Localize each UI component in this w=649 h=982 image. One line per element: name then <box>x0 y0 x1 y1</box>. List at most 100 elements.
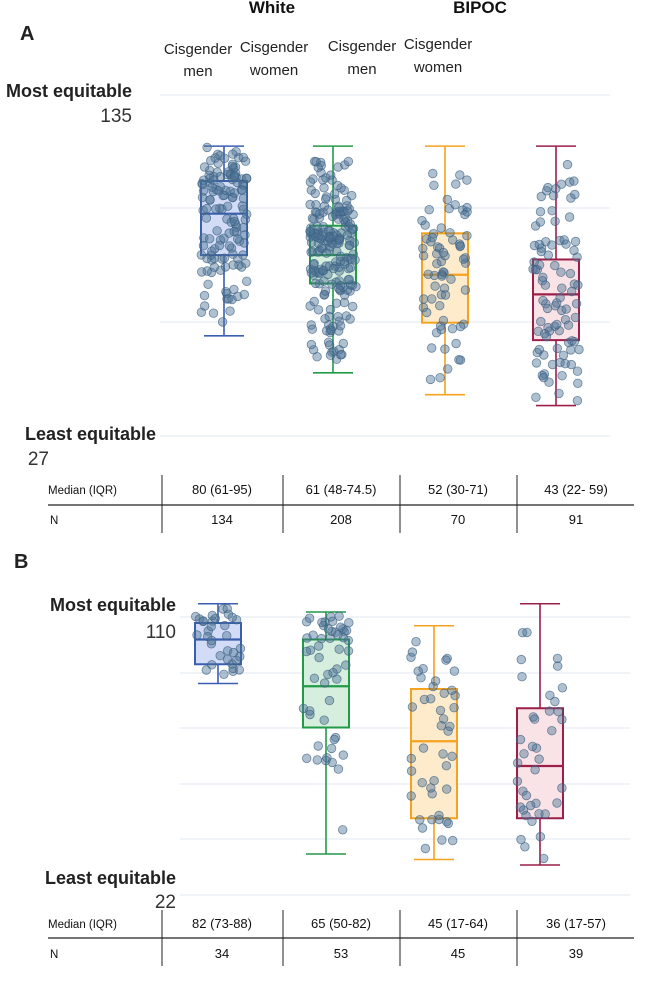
data-point <box>435 705 446 716</box>
data-point <box>570 236 581 247</box>
data-point <box>328 668 338 678</box>
data-point <box>550 301 561 311</box>
data-point <box>517 672 527 682</box>
data-point <box>534 344 545 355</box>
data-point <box>526 800 536 811</box>
row-label-n: N <box>50 949 58 961</box>
data-point <box>567 286 577 297</box>
data-point <box>334 235 345 245</box>
data-point <box>334 644 344 654</box>
data-point <box>304 613 315 623</box>
data-point <box>345 263 356 273</box>
data-point <box>438 749 448 759</box>
data-point <box>333 764 344 774</box>
data-point <box>529 714 540 724</box>
data-point <box>341 195 352 206</box>
data-point <box>552 653 563 664</box>
data-point <box>530 264 541 275</box>
data-point <box>443 726 453 736</box>
data-point <box>406 791 416 801</box>
data-point <box>323 205 333 215</box>
data-point <box>325 350 336 360</box>
data-point <box>344 274 354 285</box>
data-point <box>447 751 457 762</box>
n-cell: 91 <box>569 512 583 527</box>
data-point <box>238 152 249 163</box>
data-point <box>313 238 324 249</box>
data-point <box>324 340 335 350</box>
data-point <box>302 633 312 643</box>
data-point <box>448 835 458 846</box>
data-point <box>550 260 560 271</box>
data-point <box>206 635 217 646</box>
data-point <box>542 303 553 314</box>
data-point <box>349 238 360 248</box>
data-point <box>569 245 579 256</box>
data-point <box>198 616 208 626</box>
box-0 <box>196 142 252 337</box>
data-point <box>450 200 460 210</box>
data-point <box>547 726 557 736</box>
data-point <box>211 204 221 214</box>
data-point <box>571 299 582 309</box>
data-point <box>443 818 454 829</box>
median-cell: 52 (30-71) <box>428 482 488 497</box>
data-point <box>541 186 552 196</box>
data-point <box>312 352 322 362</box>
n-cell: 34 <box>215 946 229 961</box>
data-point <box>229 216 240 227</box>
data-point <box>442 194 453 205</box>
data-point <box>411 637 421 647</box>
box-3 <box>528 145 584 407</box>
data-point <box>552 343 563 354</box>
data-point <box>428 168 438 179</box>
data-point <box>437 835 447 845</box>
panel-a-label: A <box>20 23 34 45</box>
data-point <box>202 203 212 214</box>
data-point <box>219 233 229 244</box>
data-point <box>348 209 358 220</box>
data-point <box>435 321 446 331</box>
data-point <box>345 235 355 246</box>
data-point <box>220 620 230 631</box>
y-top-value: 135 <box>100 106 132 127</box>
data-point <box>424 204 434 215</box>
data-point <box>535 206 546 217</box>
data-point <box>320 286 331 296</box>
data-point <box>305 199 315 210</box>
data-point <box>447 324 458 334</box>
data-point <box>219 253 230 263</box>
category-label: Cisgender <box>164 41 232 58</box>
data-point <box>427 789 437 799</box>
box-1 <box>305 145 361 374</box>
data-point <box>339 214 349 225</box>
data-point <box>238 193 249 204</box>
data-point <box>321 248 332 258</box>
data-point <box>305 709 315 720</box>
data-point <box>327 616 338 627</box>
data-point <box>448 235 458 245</box>
data-point <box>241 276 252 287</box>
data-point <box>545 690 555 701</box>
data-point <box>527 741 538 752</box>
data-point <box>206 639 217 649</box>
data-point <box>430 676 441 686</box>
data-point <box>198 175 209 185</box>
data-point <box>455 321 466 332</box>
data-point <box>441 761 452 771</box>
data-point <box>240 230 250 240</box>
data-point <box>561 304 571 314</box>
data-point <box>228 647 239 658</box>
data-point <box>434 243 445 253</box>
data-point <box>451 179 461 189</box>
data-point <box>415 815 425 825</box>
summary-table-a: Median (IQR) N 80 (61-95) 61 (48-74.5) 5… <box>48 475 634 533</box>
group-label-bipoc: BIPOC <box>453 0 507 17</box>
row-label-median: Median (IQR) <box>48 919 117 931</box>
data-point <box>426 783 436 793</box>
data-point <box>202 253 212 264</box>
data-point <box>407 702 418 712</box>
data-point <box>339 297 350 308</box>
data-point <box>320 314 330 324</box>
